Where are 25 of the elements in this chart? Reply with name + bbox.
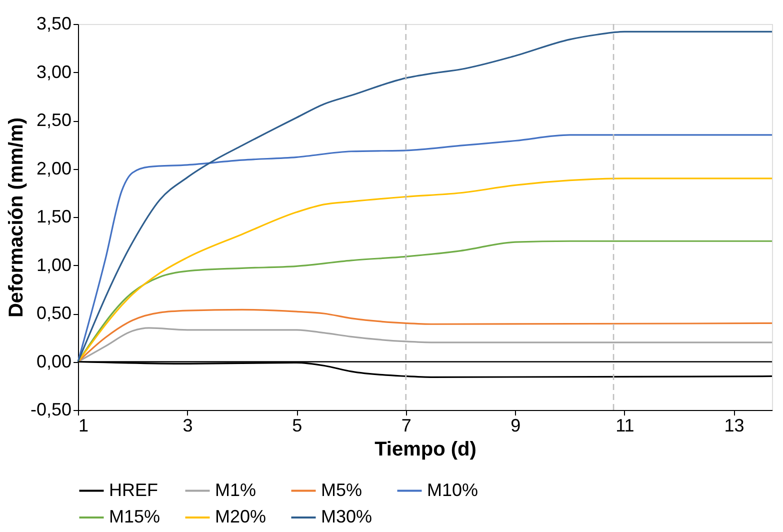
y-tick-label: 1,50 xyxy=(36,206,72,226)
y-tick-label: -0,50 xyxy=(30,400,72,420)
legend-label: M30% xyxy=(321,506,372,526)
y-tick-label: 0,50 xyxy=(36,303,72,323)
x-tick-label: 7 xyxy=(401,416,412,436)
y-tick-label: 3,50 xyxy=(36,14,72,34)
legend-label: M10% xyxy=(427,480,478,500)
legend-label: M5% xyxy=(321,480,362,500)
legend-label: M20% xyxy=(215,506,266,526)
legend-label: HREF xyxy=(109,480,158,500)
x-tick-label: 13 xyxy=(724,416,744,436)
legend-label: M1% xyxy=(215,480,256,500)
x-tick-label: 5 xyxy=(292,416,302,436)
y-tick-label: 1,00 xyxy=(36,254,72,275)
y-axis-title: Deformación (mm/m) xyxy=(5,117,28,318)
y-tick-label: 2,00 xyxy=(36,158,72,178)
x-tick-label: 1 xyxy=(78,416,89,436)
x-axis-title: Tiempo (d) xyxy=(374,438,476,460)
legend-label: M15% xyxy=(109,506,160,526)
x-tick-label: 9 xyxy=(510,416,521,436)
y-tick-label: 0,00 xyxy=(36,351,72,372)
y-tick-label: 2,50 xyxy=(36,110,72,130)
y-tick-label: 3,00 xyxy=(36,62,72,82)
x-tick-label: 11 xyxy=(616,416,634,436)
x-tick-label: 3 xyxy=(182,416,193,436)
